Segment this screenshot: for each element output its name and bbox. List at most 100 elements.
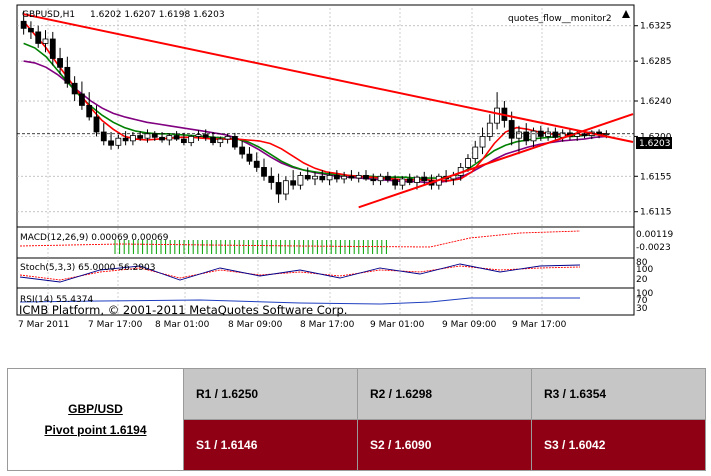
candle xyxy=(224,133,231,144)
candle-body xyxy=(57,58,63,68)
y-tick-label: 1.6115 xyxy=(640,208,672,218)
candle-body xyxy=(151,133,158,138)
candle-body xyxy=(261,167,267,177)
candle xyxy=(210,132,216,146)
candle xyxy=(261,158,267,181)
candle-body xyxy=(202,134,209,138)
candle xyxy=(290,170,297,190)
candle xyxy=(217,136,224,148)
stoch-right-label: 80 xyxy=(636,258,648,268)
candle-body xyxy=(173,135,180,140)
candle-body xyxy=(246,153,253,162)
support-1: S1 / 1.6146 xyxy=(183,419,358,471)
candle-body xyxy=(100,131,107,142)
candle-body xyxy=(217,138,224,144)
candle-body xyxy=(188,136,195,144)
candle-body xyxy=(377,175,384,182)
candle xyxy=(384,171,391,183)
candle xyxy=(545,127,551,141)
candle-body xyxy=(516,131,522,139)
candle xyxy=(108,132,114,150)
candle xyxy=(115,134,122,149)
candle xyxy=(297,171,304,190)
support-2: S2 / 1.6090 xyxy=(357,419,532,471)
macd-signal-line xyxy=(19,230,581,248)
candle xyxy=(494,92,500,130)
candle-body xyxy=(210,136,216,144)
candle-body xyxy=(414,176,420,183)
candles xyxy=(20,10,610,203)
indicator-panes xyxy=(19,230,581,305)
candle xyxy=(246,147,253,165)
candle-body xyxy=(399,178,406,186)
candle-body xyxy=(319,175,326,181)
candle xyxy=(282,176,289,201)
rsi-line xyxy=(19,297,580,305)
candle xyxy=(71,76,78,101)
candle xyxy=(472,140,479,163)
candle-body xyxy=(49,38,56,59)
rsi-label: RSI(14) 55.4374 xyxy=(20,295,93,305)
chart-ohlc: 1.6202 1.6207 1.6198 1.6203 xyxy=(90,10,225,20)
candle xyxy=(188,134,195,147)
pair-cell: GBP/USD Pivot point 1.6194 xyxy=(7,368,184,471)
y-tick-label: 1.6325 xyxy=(640,22,672,32)
pair-name: GBP/USD xyxy=(68,401,123,416)
x-tick-label: 8 Mar 01:00 xyxy=(155,320,210,330)
candle-body xyxy=(290,180,297,186)
candle-body xyxy=(348,175,355,179)
candle-body xyxy=(465,158,471,168)
y-tick-label: 1.6240 xyxy=(640,97,672,107)
candle-body xyxy=(275,182,282,195)
candle xyxy=(79,81,85,110)
candle-body xyxy=(86,105,93,118)
candle-body xyxy=(231,136,238,148)
candle xyxy=(399,176,406,190)
candle-body xyxy=(421,176,428,182)
candle-body xyxy=(603,133,610,136)
rsi-right-label: 30 xyxy=(636,304,648,314)
chart-symbol: GBPUSD,H1 xyxy=(22,10,75,20)
trendline xyxy=(358,113,634,209)
candle xyxy=(137,131,144,141)
pivot-table: GBP/USD Pivot point 1.6194 R1 / 1.6250 R… xyxy=(7,368,706,471)
candle-body xyxy=(472,146,479,159)
candle xyxy=(333,170,340,183)
alert-icon[interactable] xyxy=(622,10,630,18)
candle xyxy=(341,171,348,184)
candle-body xyxy=(108,140,114,146)
x-tick-label: 8 Mar 17:00 xyxy=(300,320,355,330)
candle-body xyxy=(137,135,144,139)
candle xyxy=(231,132,238,150)
candle-body xyxy=(71,82,78,95)
candle xyxy=(421,171,428,186)
candle-body xyxy=(333,174,340,180)
candle xyxy=(130,132,136,146)
current-price: 1.6203 xyxy=(639,139,671,149)
trendlines xyxy=(17,13,634,209)
candle xyxy=(195,130,202,141)
resistance-3: R3 / 1.6354 xyxy=(531,368,706,420)
candle-body xyxy=(479,136,486,148)
candle xyxy=(64,56,71,88)
y-tick-label: 1.6285 xyxy=(640,57,672,67)
x-tick-label: 9 Mar 09:00 xyxy=(442,320,497,330)
current-price-box xyxy=(636,137,672,149)
candle-body xyxy=(35,31,42,44)
candle xyxy=(253,152,260,172)
candle xyxy=(49,31,56,66)
candle xyxy=(377,173,384,186)
candle xyxy=(304,167,311,181)
candle xyxy=(370,173,377,186)
macd-label: MACD(12,26,9) 0.00069 0.00069 xyxy=(20,233,169,243)
candle-body xyxy=(552,131,559,138)
candle xyxy=(28,21,34,39)
candle xyxy=(275,173,282,203)
candle xyxy=(173,131,180,141)
candle xyxy=(523,123,530,146)
candle-body xyxy=(486,122,493,137)
candle-body xyxy=(392,179,399,186)
candle-body xyxy=(268,175,275,183)
resistance-2: R2 / 1.6298 xyxy=(357,368,532,420)
trendline xyxy=(23,13,634,143)
